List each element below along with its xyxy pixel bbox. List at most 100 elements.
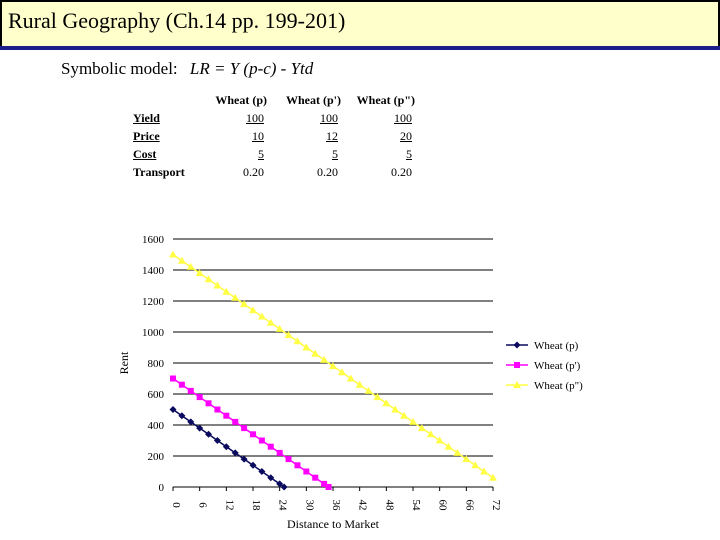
title-bar: Rural Geography (Ch.14 pp. 199-201) [0,0,720,48]
table-header-row: Wheat (p) Wheat (p') Wheat (p") [133,93,415,109]
symbolic-model-formula: LR = Y (p-c) - Ytd [189,59,314,78]
y-tick-label: 1200 [142,296,165,308]
table-row: Cost 5 5 5 [133,145,415,163]
data-point [373,393,382,401]
data-point [169,250,177,258]
data-point [205,430,213,438]
data-point [267,474,275,482]
data-point [178,412,186,420]
data-point [232,418,239,425]
data-point [186,262,195,270]
data-point [187,387,194,394]
data-point [303,468,310,475]
data-point [435,436,444,444]
y-tick-label: 1400 [142,265,165,277]
x-tick-label: 6 [197,502,209,508]
data-point [453,448,462,456]
data-point [280,483,288,491]
data-point [400,411,409,419]
data-point [355,380,364,388]
legend-label: Wheat (p") [534,380,583,392]
data-point [258,437,265,444]
data-point [266,318,275,326]
data-point [204,275,213,283]
title-underline [0,46,720,50]
legend-marker [513,381,521,388]
x-tick-label: 36 [330,500,342,512]
data-point [231,449,239,457]
column-header: Wheat (p) [215,93,267,107]
y-axis-label: Rent [117,351,131,374]
x-axis-label: Distance to Market [287,517,380,531]
data-point [293,337,302,345]
column-header: Wheat (p') [286,93,341,107]
table-cell: 100 [394,110,412,125]
x-tick-label: 72 [490,500,502,511]
data-point [177,256,186,264]
x-tick-label: 24 [277,500,289,512]
data-point [329,362,337,370]
y-tick-label: 400 [148,420,165,432]
table-cell: 20 [400,128,412,143]
data-point [409,417,417,425]
slide-title: Rural Geography (Ch.14 pp. 199-201) [8,8,346,33]
data-point [346,374,355,382]
legend-marker [514,362,520,368]
data-point [249,306,257,314]
data-point [213,437,221,444]
table-cell: 0.20 [317,164,338,179]
x-tick-label: 48 [383,500,395,512]
data-point [214,406,221,413]
data-point [257,312,266,320]
legend-marker [513,341,521,349]
data-point [222,287,231,295]
data-point [222,443,230,451]
data-point [382,399,391,407]
data-point [489,473,497,481]
data-point [196,424,204,432]
y-tick-label: 600 [148,389,165,401]
data-point [471,461,480,469]
table-row: Price 10 12 20 [133,127,415,145]
data-point [223,412,230,419]
data-point [311,349,320,357]
table-cell: 5 [332,146,338,161]
x-tick-label: 30 [303,500,315,512]
table-cell: 10 [252,128,264,143]
table-cell: 100 [320,110,338,125]
data-point [231,293,240,301]
data-point [196,394,203,401]
data-point [240,455,248,463]
x-tick-label: 18 [250,500,262,512]
data-point [312,474,319,481]
y-tick-label: 1600 [142,234,165,246]
table-cell: 12 [326,128,338,143]
table-cell: 0.20 [391,164,412,179]
data-point [325,484,332,490]
table-cell: 5 [406,146,412,161]
data-point [241,425,248,432]
data-point [285,456,292,463]
data-point [302,343,311,351]
data-point [276,480,284,488]
x-tick-label: 42 [357,500,369,511]
row-label: Transport [133,164,185,179]
table-cell: 5 [258,146,264,161]
y-tick-label: 200 [148,451,165,463]
data-point [480,467,489,475]
symbolic-model-label: Symbolic model: [61,59,178,78]
data-point [462,455,471,463]
parameter-table: Wheat (p) Wheat (p') Wheat (p") Yield 10… [133,93,415,181]
data-point [426,430,435,438]
data-point [169,406,177,413]
data-point [276,449,283,456]
x-tick-label: 12 [223,500,235,511]
data-point [187,418,195,426]
data-point [267,443,274,450]
y-tick-label: 800 [148,358,165,370]
data-point [240,300,249,308]
table-cell: 100 [246,110,264,125]
data-point [294,462,301,469]
data-point [364,386,373,394]
